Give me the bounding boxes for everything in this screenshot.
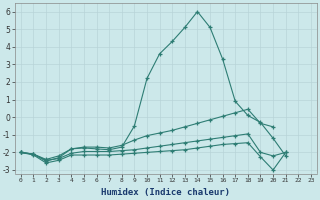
- X-axis label: Humidex (Indice chaleur): Humidex (Indice chaleur): [101, 188, 230, 197]
